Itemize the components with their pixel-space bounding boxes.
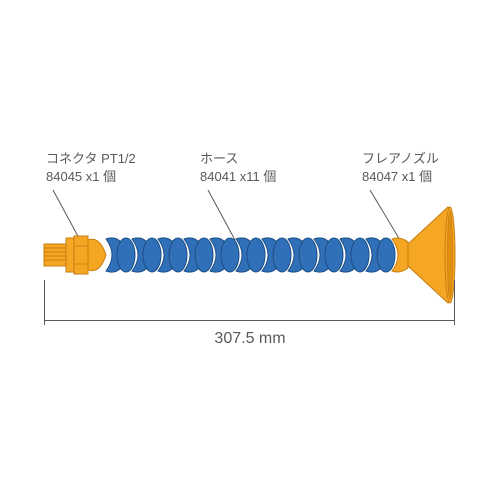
dim-tick-left [44, 280, 45, 325]
dim-text: 307.5 mm [0, 330, 500, 348]
coolant-hose-illustration [0, 0, 500, 500]
flare-nozzle-icon [392, 207, 455, 303]
hose-icon [106, 238, 395, 272]
connector-icon [44, 236, 106, 274]
dim-tick-right [454, 280, 455, 325]
dim-line [44, 320, 454, 321]
